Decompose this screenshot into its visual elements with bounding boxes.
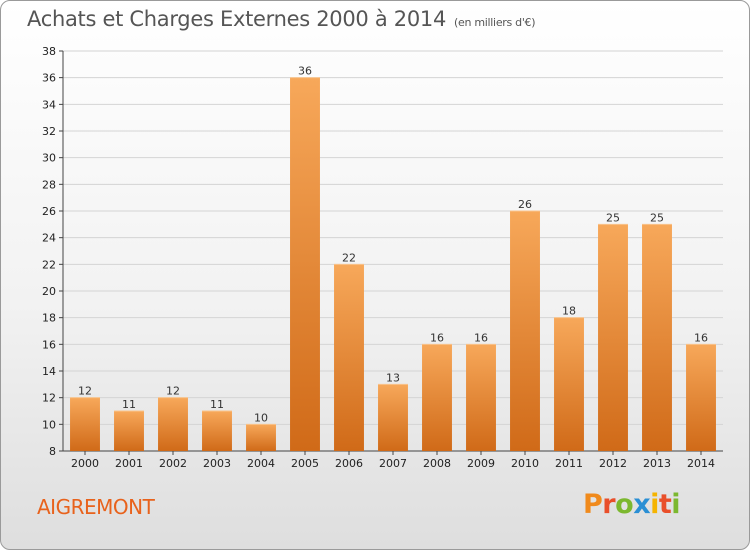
y-tick-label: 8	[49, 445, 56, 458]
logo-letter: i	[671, 489, 681, 520]
bars	[70, 77, 716, 452]
y-tick-label: 18	[42, 312, 56, 325]
bar-value-label: 25	[650, 211, 664, 224]
bar-value-label: 18	[562, 305, 576, 318]
y-tick-label: 26	[42, 205, 56, 218]
x-tick-label: 2012	[599, 457, 627, 470]
bar	[290, 77, 320, 452]
commune-name: AIGREMONT	[37, 495, 155, 519]
bar-value-label: 13	[386, 371, 400, 384]
proxiti-logo: Proxiti	[583, 489, 681, 520]
bar	[378, 384, 408, 451]
bar	[246, 424, 276, 451]
bar	[466, 344, 496, 451]
bar-value-label: 36	[298, 65, 312, 78]
y-tick-label: 30	[42, 152, 56, 165]
bar	[510, 211, 540, 451]
y-tick-label: 24	[42, 232, 56, 245]
chart-title: Achats et Charges Externes 2000 à 2014 (e…	[27, 7, 536, 31]
x-tick-label: 2005	[291, 457, 319, 470]
x-tick-label: 2006	[335, 457, 363, 470]
x-tick-label: 2013	[643, 457, 671, 470]
x-tick-label: 2004	[247, 457, 275, 470]
y-tick-label: 22	[42, 258, 56, 271]
x-tick-label: 2008	[423, 457, 451, 470]
bar-value-label: 16	[430, 331, 444, 344]
x-tick-label: 2001	[115, 457, 143, 470]
x-tick-label: 2003	[203, 457, 231, 470]
y-tick-label: 14	[42, 365, 56, 378]
bar	[422, 344, 452, 451]
bar-value-label: 11	[210, 398, 224, 411]
logo-letter: i	[650, 489, 659, 520]
y-tick-label: 16	[42, 338, 56, 351]
bar-value-label: 16	[694, 331, 708, 344]
chart-title-text: Achats et Charges Externes 2000 à 2014	[27, 7, 447, 31]
bar	[114, 411, 144, 451]
chart-subtitle: (en milliers d'€)	[454, 16, 536, 29]
bar	[70, 397, 100, 451]
x-tick-label: 2002	[159, 457, 187, 470]
logo-letter: o	[615, 489, 634, 520]
x-tick-label: 2009	[467, 457, 495, 470]
bar	[202, 411, 232, 451]
bar-value-label: 12	[78, 385, 92, 398]
y-tick-label: 10	[42, 418, 56, 431]
y-tick-label: 36	[42, 72, 56, 85]
bar	[598, 224, 628, 451]
logo-letter: P	[583, 489, 603, 520]
x-tick-label: 2014	[687, 457, 715, 470]
bar-value-label: 10	[254, 411, 268, 424]
bar	[334, 264, 364, 451]
logo-letter: t	[658, 489, 672, 520]
bar-value-label: 11	[122, 398, 136, 411]
logo-letter: r	[602, 489, 616, 520]
labels: 12 2000 11 2001 12 2002 11 2003 10 2004 36 2005 22 20…	[71, 65, 715, 470]
logo-letter: x	[633, 489, 651, 520]
bar-value-label: 22	[342, 251, 356, 264]
y-tick-label: 12	[42, 392, 56, 405]
x-tick-label: 2010	[511, 457, 539, 470]
y-tick-label: 38	[42, 45, 56, 58]
bar	[554, 317, 584, 451]
x-tick-label: 2000	[71, 457, 99, 470]
bar	[158, 397, 188, 451]
bar-value-label: 25	[606, 211, 620, 224]
x-tick-label: 2011	[555, 457, 583, 470]
bar-value-label: 16	[474, 331, 488, 344]
bar-value-label: 12	[166, 385, 180, 398]
y-tick-label: 20	[42, 285, 56, 298]
y-tick-label: 28	[42, 178, 56, 191]
bar	[686, 344, 716, 451]
bar-value-label: 26	[518, 198, 532, 211]
x-tick-label: 2007	[379, 457, 407, 470]
y-tick-label: 34	[42, 98, 56, 111]
y-tick-label: 32	[42, 125, 56, 138]
bar	[642, 224, 672, 451]
